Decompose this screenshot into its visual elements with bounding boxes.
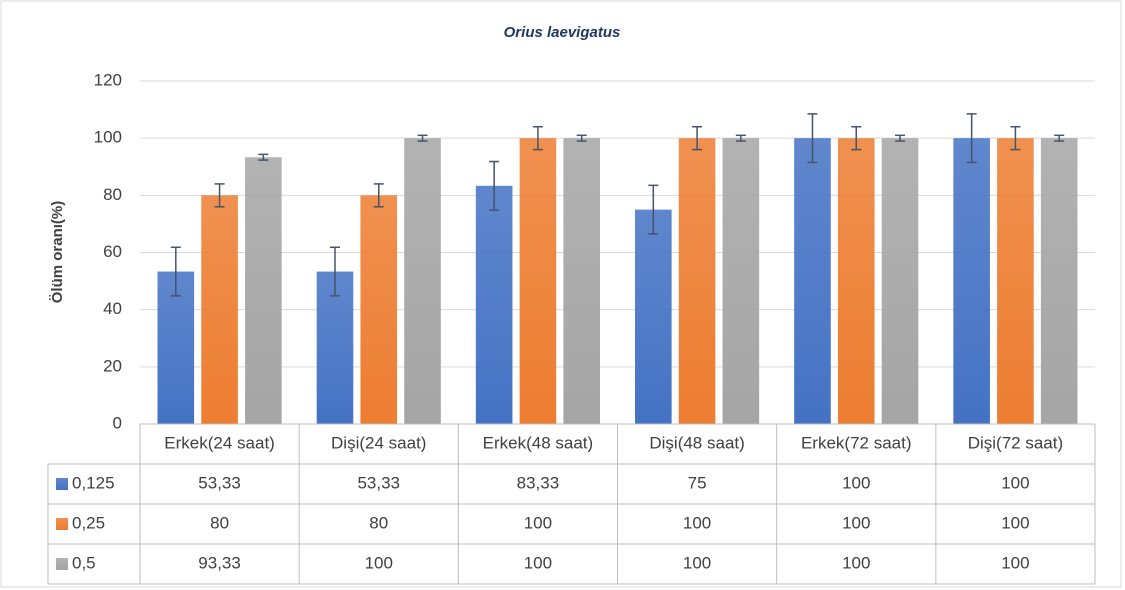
table-value: 93,33: [198, 553, 241, 572]
error-bar: [807, 113, 818, 164]
table-value: 100: [365, 553, 393, 572]
y-tick-label: 20: [103, 356, 122, 375]
bar: [563, 138, 600, 424]
x-tick-label: Erkek(48 saat): [483, 433, 594, 452]
table-value: 100: [1001, 473, 1029, 492]
x-tick-label: Dişi(72 saat): [968, 433, 1063, 452]
y-tick-label: 120: [94, 70, 122, 89]
x-tick-label: Erkek(24 saat): [164, 433, 275, 452]
table-value: 100: [842, 553, 870, 572]
table-value: 100: [1001, 513, 1029, 532]
y-tick-label: 60: [103, 242, 122, 261]
bar: [881, 138, 919, 424]
error-bar: [895, 134, 906, 142]
error-bar: [258, 153, 269, 161]
table-value: 100: [842, 513, 870, 532]
table-value: 53,33: [357, 473, 400, 492]
table-value: 80: [369, 513, 388, 532]
bar: [722, 138, 760, 424]
x-tick-label: Dişi(48 saat): [649, 433, 744, 452]
error-bar: [692, 125, 703, 151]
legend-swatch: [56, 558, 68, 570]
bar: [678, 138, 716, 424]
table-value: 53,33: [198, 473, 241, 492]
error-bar: [417, 134, 428, 142]
bar: [997, 138, 1034, 424]
error-bar: [532, 125, 543, 151]
bar: [245, 157, 282, 424]
y-tick-label: 40: [103, 299, 122, 318]
error-bar: [489, 160, 500, 211]
y-tick-label: 80: [103, 185, 122, 204]
bar: [1040, 138, 1078, 424]
legend-label: 0,125: [72, 473, 115, 492]
bar: [201, 195, 238, 424]
error-bar: [648, 184, 659, 235]
error-bar: [1010, 125, 1021, 151]
error-bar: [214, 183, 225, 208]
bar: [953, 138, 990, 424]
error-bar: [170, 246, 181, 297]
error-bar: [1054, 134, 1065, 142]
table-value: 100: [1001, 553, 1029, 572]
table-value: 83,33: [517, 473, 560, 492]
bar: [360, 195, 398, 424]
bar: [316, 271, 354, 424]
y-tick-label: 100: [94, 128, 122, 147]
bar: [794, 138, 831, 424]
bar: [837, 138, 875, 424]
table-value: 100: [683, 553, 711, 572]
table-value: 100: [524, 553, 552, 572]
bar: [404, 138, 441, 424]
x-tick-label: Dişi(24 saat): [331, 433, 426, 452]
table-value: 100: [524, 513, 552, 532]
error-bar: [735, 134, 746, 142]
legend-label: 0,25: [72, 513, 105, 532]
error-bar: [966, 113, 977, 164]
table-value: 100: [683, 513, 711, 532]
error-bar: [576, 134, 587, 142]
legend-swatch: [56, 518, 68, 530]
y-axis-title: Ölüm oranı(%): [49, 201, 66, 304]
table-value: 100: [842, 473, 870, 492]
bar: [157, 271, 195, 424]
legend-label: 0,5: [72, 553, 96, 572]
bar: [519, 138, 557, 424]
error-bar: [329, 246, 340, 297]
error-bar: [373, 183, 384, 208]
table-value: 75: [688, 473, 707, 492]
bar: [475, 185, 513, 424]
x-tick-label: Erkek(72 saat): [801, 433, 912, 452]
error-bar: [851, 125, 862, 151]
chart-title: Orius laevigatus: [504, 24, 621, 41]
y-tick-label: 0: [113, 413, 122, 432]
bar: [635, 209, 672, 424]
table-value: 80: [210, 513, 229, 532]
legend-swatch: [56, 478, 68, 490]
